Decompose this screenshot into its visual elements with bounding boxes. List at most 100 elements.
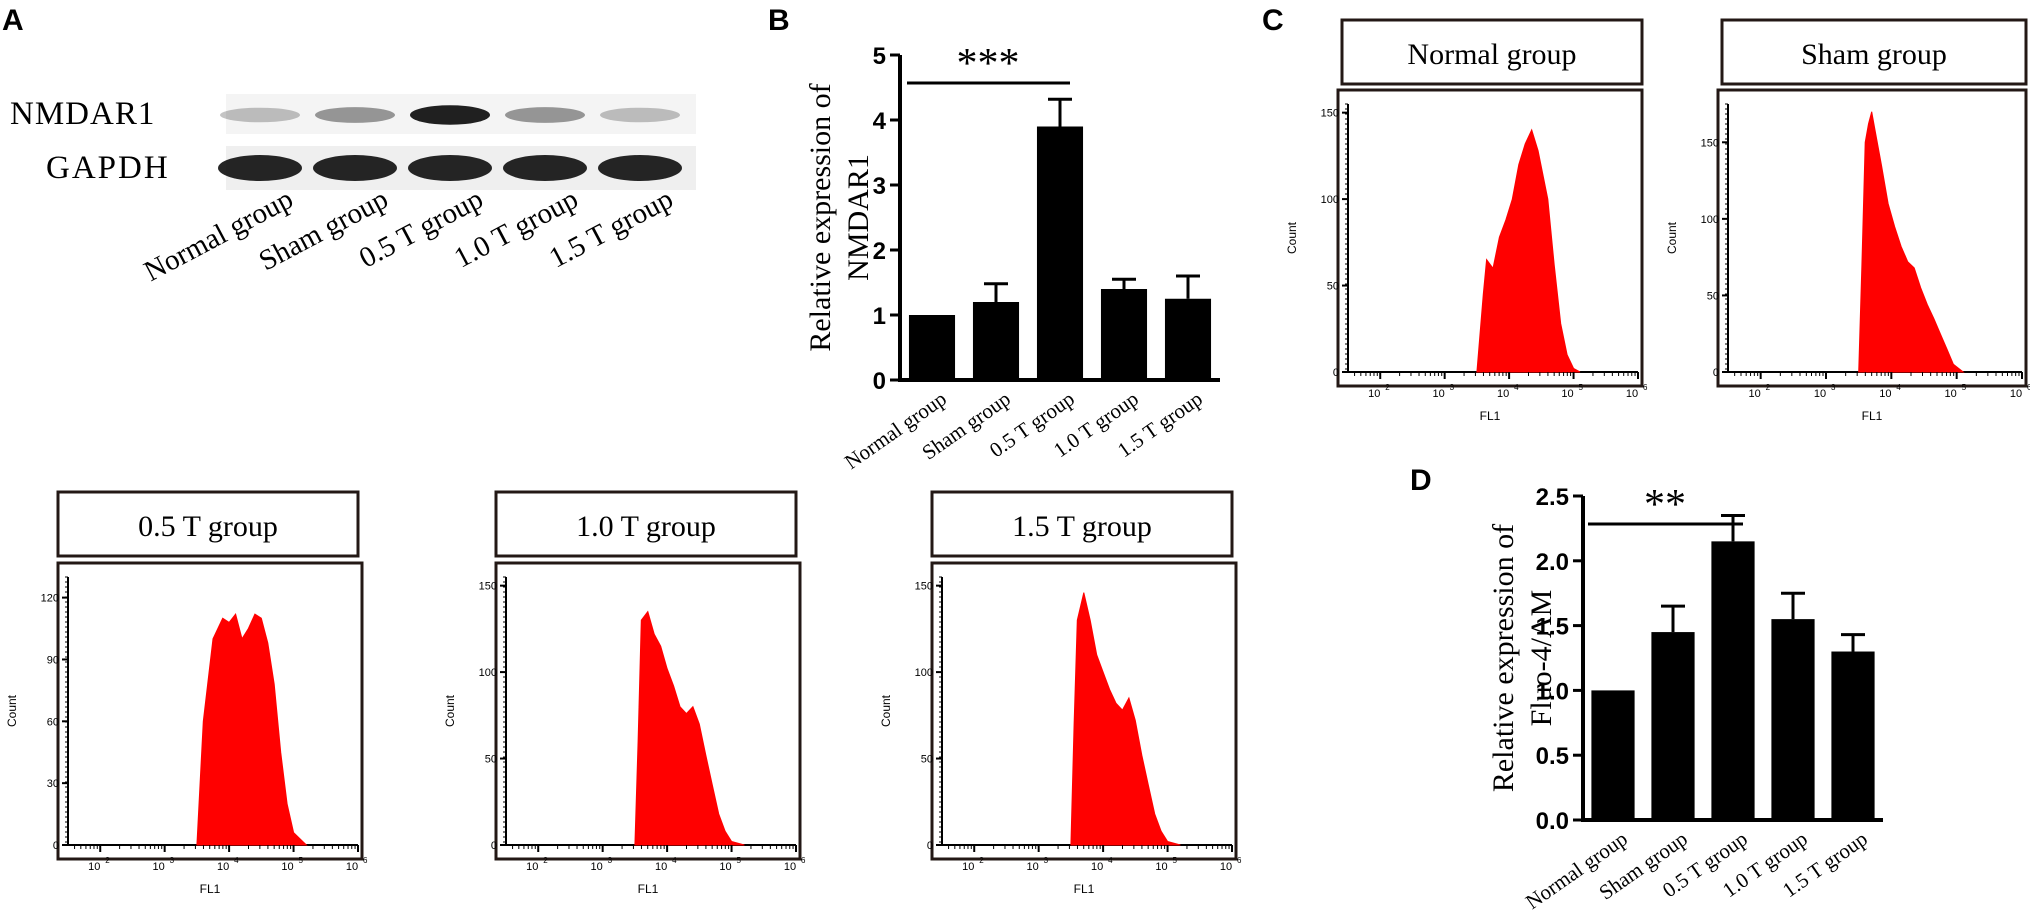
- blot-row-label: GAPDH: [46, 150, 170, 186]
- hist-y-tick-label: 90: [47, 654, 59, 666]
- histogram-title: Sham group: [1801, 38, 1947, 71]
- y-tick-label: 1: [873, 303, 886, 330]
- histogram-area: [634, 610, 745, 846]
- bar: [972, 302, 1020, 380]
- hist-x-tick-label: 10: [1749, 388, 1761, 400]
- hist-y-tick-label: 100: [1321, 194, 1339, 206]
- hist-x-tick-exponent: 5: [1579, 383, 1584, 392]
- bar: [1651, 632, 1695, 820]
- histogram-title-box: [1340, 18, 1644, 86]
- hist-x-tick-exponent: 4: [1108, 856, 1113, 865]
- hist-x-tick-exponent: 6: [1237, 856, 1242, 865]
- hist-y-tick-label: 0: [1713, 367, 1719, 379]
- y-tick-label: 2: [873, 238, 886, 265]
- hist-x-tick-label: 10: [153, 861, 165, 873]
- panel-letter-d: D: [1410, 464, 1432, 497]
- hist-y-tick-label: 100: [479, 667, 497, 679]
- hist-x-tick-exponent: 6: [363, 856, 368, 865]
- hist-y-axis-label: Count: [443, 694, 457, 727]
- hist-y-tick-label: 150: [1321, 108, 1339, 120]
- hist-x-tick-exponent: 2: [543, 856, 548, 865]
- histogram-title-box: [56, 490, 360, 558]
- histogram-title: 0.5 T group: [138, 510, 278, 543]
- histogram-area: [196, 612, 308, 846]
- hist-x-tick-exponent: 6: [2027, 383, 2030, 392]
- hist-y-tick-label: 150: [915, 581, 933, 593]
- y-tick-label: 1.5: [1536, 614, 1569, 641]
- histogram-frame: [1336, 88, 1644, 388]
- y-axis-label: NMDAR1: [842, 154, 875, 281]
- hist-x-tick-label: 10: [1155, 861, 1167, 873]
- hist-x-tick-label: 10: [1433, 388, 1445, 400]
- histogram-title: 1.0 T group: [576, 510, 716, 543]
- blot-band: [598, 155, 682, 181]
- hist-x-tick-label: 10: [1497, 388, 1509, 400]
- hist-x-tick-label: 10: [1561, 388, 1573, 400]
- panel-letter-c: C: [1262, 4, 1284, 37]
- histogram-1-5t-group: 1.5 T group 0 50 100 150 10 2 10 3 10 4 10 5 10 6 FL1 Co…: [879, 490, 1242, 896]
- hist-x-axis-label: FL1: [1480, 409, 1501, 423]
- histogram-area: [1858, 111, 1965, 373]
- hist-y-axis-label: Count: [5, 694, 19, 727]
- hist-x-tick-label: 10: [719, 861, 731, 873]
- hist-y-tick-label: 50: [1327, 281, 1339, 293]
- significance-stars: **: [1644, 482, 1686, 528]
- bar: [1591, 690, 1635, 820]
- hist-x-tick-label: 10: [591, 861, 603, 873]
- bar: [1036, 126, 1084, 380]
- panel-letter-a: A: [2, 4, 24, 37]
- hist-x-tick-label: 10: [1814, 388, 1826, 400]
- histogram-sham-group: Sham group 0 50 100 150 10 2 10 3 10 4 10 5 10 6 FL1 Cou…: [1665, 18, 2030, 423]
- hist-x-tick-exponent: 4: [1514, 383, 1519, 392]
- blot-band: [505, 107, 585, 123]
- blot-band: [408, 155, 492, 181]
- bar: [1711, 541, 1755, 820]
- hist-x-tick-label: 10: [217, 861, 229, 873]
- hist-x-tick-exponent: 5: [737, 856, 742, 865]
- hist-x-tick-label: 10: [88, 861, 100, 873]
- blot-band: [503, 155, 587, 181]
- hist-x-axis-label: FL1: [200, 882, 221, 896]
- y-tick-label: 1.0: [1536, 678, 1569, 705]
- hist-y-tick-label: 0: [927, 840, 933, 852]
- histogram-title-box: [930, 490, 1234, 558]
- hist-x-tick-exponent: 6: [801, 856, 806, 865]
- y-tick-label: 2.5: [1536, 484, 1569, 511]
- hist-x-tick-label: 10: [526, 861, 538, 873]
- hist-x-tick-label: 10: [784, 861, 796, 873]
- bar: [1771, 619, 1815, 820]
- histogram-0-5t-group: 0.5 T group 0 30 60 90 120 10 2 10 3 10 4 10 5 10 6 FL1 C…: [5, 490, 368, 896]
- y-axis-label: Relative expression of: [804, 83, 837, 351]
- hist-y-axis-label: Count: [879, 694, 893, 727]
- blot-band: [315, 107, 395, 123]
- hist-x-tick-label: 10: [1220, 861, 1232, 873]
- histogram-normal-group: Normal group 0 50 100 150 10 2 10 3 10 4 10 5 10 6 FL1 C…: [1285, 18, 1648, 423]
- hist-y-axis-label: Count: [1665, 221, 1679, 254]
- histogram-frame: [56, 561, 364, 861]
- hist-x-tick-label: 10: [962, 861, 974, 873]
- hist-x-tick-exponent: 3: [170, 856, 175, 865]
- hist-y-tick-label: 60: [47, 716, 59, 728]
- hist-x-tick-exponent: 4: [672, 856, 677, 865]
- hist-y-tick-label: 30: [47, 778, 59, 790]
- hist-x-tick-exponent: 2: [979, 856, 984, 865]
- y-tick-label: 4: [873, 108, 887, 135]
- y-tick-label: 0.5: [1536, 743, 1569, 770]
- hist-y-tick-label: 100: [1701, 214, 1719, 226]
- hist-x-tick-label: 10: [1945, 388, 1957, 400]
- histogram-title-box: [494, 490, 798, 558]
- y-tick-label: 3: [873, 173, 886, 200]
- significance-stars: ***: [957, 41, 1020, 87]
- y-axis-label: Fluo-4/AM: [1525, 590, 1558, 727]
- hist-x-tick-exponent: 2: [1766, 383, 1771, 392]
- hist-x-tick-exponent: 3: [1450, 383, 1455, 392]
- blot-band: [220, 107, 300, 123]
- hist-y-tick-label: 50: [485, 754, 497, 766]
- hist-x-tick-exponent: 5: [1173, 856, 1178, 865]
- hist-x-tick-label: 10: [1626, 388, 1638, 400]
- hist-y-tick-label: 120: [41, 593, 59, 605]
- hist-x-tick-exponent: 5: [1962, 383, 1967, 392]
- hist-y-tick-label: 0: [491, 840, 497, 852]
